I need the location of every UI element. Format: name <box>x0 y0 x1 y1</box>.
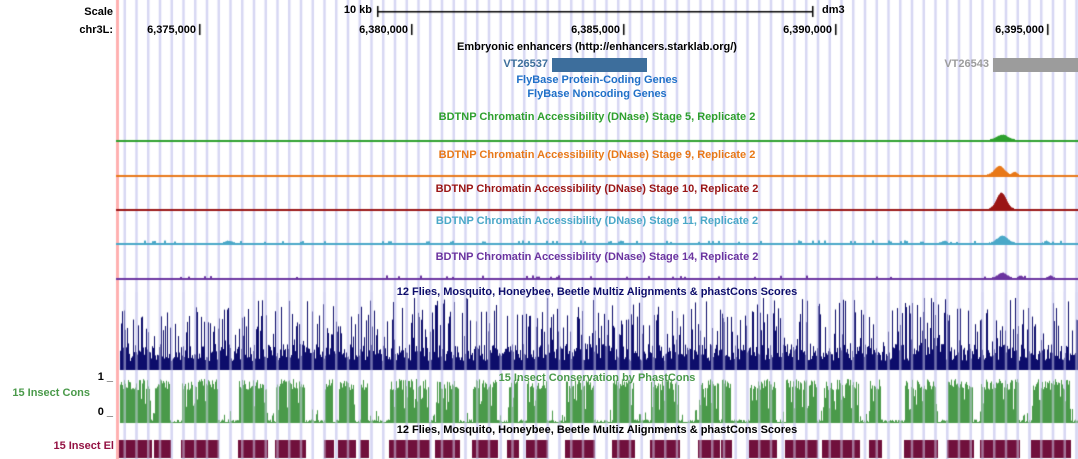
multiz-elements-track-title: 12 Flies, Mosquito, Honeybee, Beetle Mul… <box>396 424 798 436</box>
ruler-tick-label-1: 6,380,000 <box>359 24 408 36</box>
ruler-tick-label-4: 6,395,000 <box>995 24 1044 36</box>
phastcons-track-title: 15 Insect Conservation by PhastCons <box>498 372 696 384</box>
bdtnp-stage11-track-title: BDTNP Chromatin Accessibility (DNase) St… <box>435 215 759 227</box>
flybase-coding-track-title: FlyBase Protein-Coding Genes <box>516 74 678 86</box>
enhancers-track-title: Embryonic enhancers (http://enhancers.st… <box>457 41 737 53</box>
enhancer-label-VT26537: VT26537 <box>503 58 548 70</box>
enhancer-label-VT26543: VT26543 <box>944 58 989 70</box>
bdtnp-stage9-track-title: BDTNP Chromatin Accessibility (DNase) St… <box>438 149 756 161</box>
phastcons-gutter-label: 15 Insect Cons <box>12 387 90 399</box>
flybase-noncoding-track-title: FlyBase Noncoding Genes <box>527 88 667 100</box>
ruler-tick-label-2: 6,385,000 <box>571 24 620 36</box>
y-axis-min-label: 0 _ <box>97 406 113 418</box>
ruler-tick-label-3: 6,390,000 <box>783 24 832 36</box>
assembly-label: dm3 <box>822 4 845 16</box>
enhancer-box-VT26537[interactable] <box>552 58 647 72</box>
ruler-tick-label-0: 6,375,000 <box>147 24 196 36</box>
scale-caption: Scale <box>84 6 113 18</box>
elements-gutter-label: 15 Insect El <box>53 440 114 452</box>
y-axis-max-label: 1 _ <box>97 371 113 383</box>
bdtnp-stage10-track-title: BDTNP Chromatin Accessibility (DNase) St… <box>435 183 759 195</box>
chromosome-caption: chr3L: <box>79 24 113 36</box>
enhancer-box-VT26543[interactable] <box>993 58 1078 72</box>
bdtnp-stage5-track-title: BDTNP Chromatin Accessibility (DNase) St… <box>438 111 756 123</box>
bdtnp-stage14-track-title: BDTNP Chromatin Accessibility (DNase) St… <box>435 251 759 263</box>
scalebar-size-label: 10 kb <box>343 4 372 16</box>
multiz-track-title: 12 Flies, Mosquito, Honeybee, Beetle Mul… <box>396 286 798 298</box>
